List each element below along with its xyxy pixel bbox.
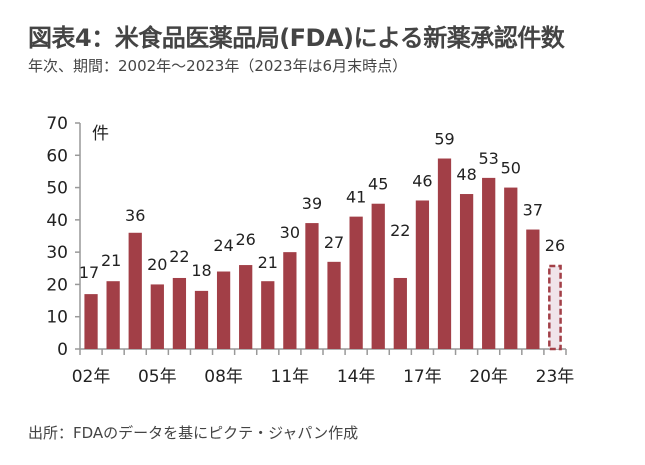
bar-2007 (194, 290, 209, 349)
bar-2020 (482, 177, 496, 349)
bar-2015 (371, 203, 385, 349)
x-tick-label: 17年 (403, 367, 442, 387)
data-label: 18 (191, 261, 211, 280)
bar-2002 (84, 294, 98, 349)
data-label: 59 (434, 130, 454, 149)
bar-2017 (415, 200, 430, 349)
x-tick-label: 11年 (271, 367, 310, 387)
y-tick-label: 50 (46, 179, 68, 199)
data-label: 41 (346, 188, 366, 207)
bar-2012 (305, 223, 319, 349)
data-label: 39 (302, 194, 322, 213)
data-label: 22 (390, 221, 410, 240)
bar-2010 (261, 281, 275, 349)
bar-2004 (128, 232, 142, 349)
data-label: 30 (280, 223, 300, 242)
y-tick-label: 20 (46, 275, 68, 295)
data-label: 24 (213, 236, 233, 255)
data-label: 45 (368, 175, 388, 194)
bar-2021 (504, 187, 518, 349)
data-label: 46 (412, 171, 432, 190)
data-label: 21 (258, 253, 278, 272)
bar-2005 (150, 284, 164, 349)
data-label: 20 (147, 255, 167, 274)
bar-2008 (216, 271, 231, 349)
bar-2009 (239, 265, 253, 349)
data-label: 26 (236, 230, 256, 249)
bar-2018 (437, 158, 452, 349)
data-label: 36 (125, 206, 145, 225)
axes: 0 10 20 30 40 50 60 70 件 02年 05年 08年 11年 14年 17年 20年 23年 (46, 114, 574, 387)
bars (84, 158, 562, 351)
data-label: 27 (324, 233, 344, 252)
x-tick-label: 05年 (138, 367, 177, 387)
data-label: 26 (545, 236, 565, 255)
bar-partial-2023 (548, 264, 562, 351)
y-tick-label: 40 (46, 211, 68, 231)
y-tick-label: 10 (46, 308, 68, 328)
x-tick-label: 02年 (72, 367, 111, 387)
y-axis-unit-label: 件 (92, 124, 109, 144)
chart-source: 出所：FDAのデータを基にピクテ・ジャパン作成 (28, 424, 359, 442)
y-tick-label: 0 (57, 340, 68, 360)
y-tick-label: 60 (46, 146, 68, 166)
bar-2014 (349, 216, 363, 349)
x-tick-label: 23年 (536, 367, 575, 387)
data-label: 22 (169, 247, 189, 266)
data-label: 48 (456, 165, 476, 184)
bar-2011 (283, 252, 297, 349)
data-label: 21 (101, 251, 121, 270)
x-tick-label: 08年 (204, 367, 243, 387)
bar-2019 (459, 194, 474, 349)
data-label: 53 (479, 149, 499, 168)
chart-subtitle: 年次、期間：2002年～2023年（2023年は6月末時点） (28, 57, 408, 75)
data-label: 50 (501, 159, 521, 178)
x-tick-label: 14年 (337, 367, 376, 387)
x-tick-label: 20年 (469, 367, 508, 387)
chart-title: 図表4：米食品医薬品局(FDA)による新薬承認件数 (28, 24, 565, 52)
bar-2016 (393, 277, 407, 349)
bar-2003 (106, 281, 120, 349)
y-tick-label: 30 (46, 243, 68, 263)
y-tick-label: 70 (46, 114, 68, 134)
data-label: 37 (523, 201, 543, 220)
bar-2022 (526, 229, 540, 349)
data-label: 17 (79, 263, 99, 282)
bar-2006 (172, 277, 187, 349)
bar-2013 (327, 261, 341, 349)
